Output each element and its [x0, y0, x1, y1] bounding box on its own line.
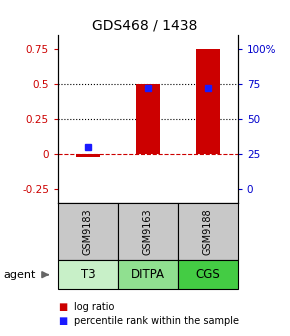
Text: GSM9183: GSM9183 [83, 209, 93, 255]
Text: agent: agent [3, 270, 35, 280]
Text: GDS468 / 1438: GDS468 / 1438 [92, 18, 198, 33]
Text: percentile rank within the sample: percentile rank within the sample [74, 316, 239, 326]
Text: T3: T3 [81, 268, 95, 281]
Bar [196, 49, 220, 154]
Text: GSM9188: GSM9188 [203, 209, 213, 255]
Text: log ratio: log ratio [74, 302, 114, 312]
Text: ■: ■ [58, 316, 67, 326]
Text: DITPA: DITPA [131, 268, 165, 281]
Bar [136, 84, 160, 154]
Text: GSM9163: GSM9163 [143, 209, 153, 255]
Text: CGS: CGS [195, 268, 220, 281]
Bar [76, 154, 100, 157]
Text: ■: ■ [58, 302, 67, 312]
